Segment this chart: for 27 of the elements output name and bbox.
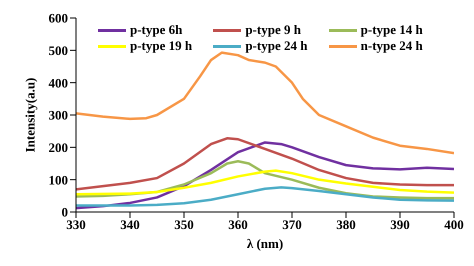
x-tick-label: 360 [228, 217, 248, 232]
y-tick-label: 600 [48, 10, 68, 26]
legend-label: p-type 19 h [130, 38, 192, 54]
y-tick-label: 400 [48, 75, 68, 90]
legend-label: p-type 24 h [245, 38, 308, 54]
x-axis-title: λ (nm) [246, 236, 284, 251]
line-series [76, 169, 454, 196]
y-tick-label: 100 [48, 172, 68, 188]
x-tick-label: 370 [282, 217, 302, 232]
y-tick-label: 0 [62, 204, 68, 220]
y-tick-label: 500 [48, 42, 68, 58]
x-tick-label: 380 [336, 217, 356, 232]
y-tick-label: 200 [48, 140, 68, 155]
legend-label: p-type 14 h [360, 22, 423, 38]
line-series [76, 186, 454, 207]
x-tick-label: 350 [174, 217, 194, 232]
x-tick-label: 340 [120, 217, 140, 232]
x-tick-label: 390 [390, 217, 410, 232]
legend-label: p-type 6h [130, 22, 182, 38]
y-axis-title: Intensity(a.u) [22, 78, 38, 152]
line-series [76, 137, 454, 191]
y-tick-label: 300 [48, 108, 68, 123]
line-series [76, 51, 454, 154]
legend-label: p-type 9 h [245, 22, 301, 38]
legend-label: n-type 24 h [360, 38, 423, 54]
x-tick-label: 400 [444, 217, 464, 232]
x-tick-label: 330 [66, 217, 86, 232]
